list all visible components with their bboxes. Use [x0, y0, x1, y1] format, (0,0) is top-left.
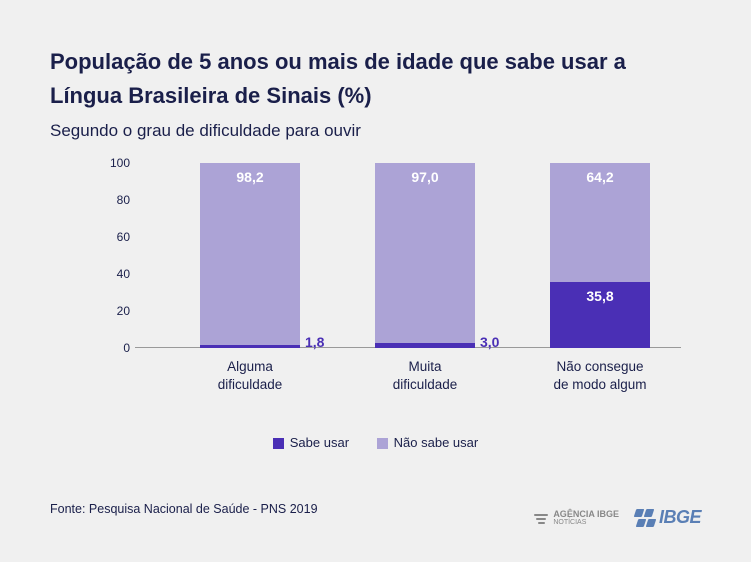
- y-axis: 020406080100: [90, 163, 130, 348]
- category-label: Algumadificuldade: [180, 358, 320, 394]
- category-label-line: Não consegue: [530, 358, 670, 376]
- legend: Sabe usar Não sabe usar: [50, 435, 701, 450]
- y-tick: 20: [90, 304, 130, 318]
- legend-swatch-nao-sabe: [377, 438, 388, 449]
- value-label-sabe: 35,8: [550, 288, 650, 304]
- value-label-nao-sabe: 97,0: [375, 169, 475, 185]
- category-label: Não conseguede modo algum: [530, 358, 670, 394]
- ibge-text: IBGE: [659, 507, 701, 528]
- agencia-ibge-logo: AGÊNCIA IBGE NOTÍCIAS: [533, 510, 619, 526]
- legend-swatch-sabe: [273, 438, 284, 449]
- chart-area: 020406080100 98,21,897,03,035,864,2 Algu…: [100, 163, 681, 423]
- agencia-line1: AGÊNCIA IBGE: [553, 510, 619, 519]
- y-tick: 0: [90, 341, 130, 355]
- y-tick: 100: [90, 156, 130, 170]
- bar-seg-sabe: 35,8: [550, 282, 650, 348]
- bar-seg-nao-sabe: 97,0: [375, 163, 475, 342]
- infographic-canvas: População de 5 anos ou mais de idade que…: [0, 0, 751, 562]
- agencia-ibge-icon: [533, 511, 549, 525]
- category-label-line: Alguma: [180, 358, 320, 376]
- legend-label-sabe: Sabe usar: [290, 435, 349, 450]
- value-label-sabe: 3,0: [480, 334, 499, 350]
- category-label-line: dificuldade: [355, 376, 495, 394]
- bar-seg-sabe: [200, 345, 300, 348]
- value-label-nao-sabe: 98,2: [200, 169, 300, 185]
- bar-seg-nao-sabe: 64,2: [550, 163, 650, 282]
- bar-seg-sabe: [375, 343, 475, 349]
- chart-title: População de 5 anos ou mais de idade que…: [50, 45, 701, 113]
- category-label-line: Muita: [355, 358, 495, 376]
- y-tick: 40: [90, 267, 130, 281]
- legend-label-nao-sabe: Não sabe usar: [394, 435, 479, 450]
- y-tick: 80: [90, 193, 130, 207]
- value-label-nao-sabe: 64,2: [550, 169, 650, 185]
- ibge-logo: IBGE: [635, 507, 701, 528]
- logos: AGÊNCIA IBGE NOTÍCIAS IBGE: [533, 507, 701, 528]
- bar-seg-nao-sabe: 98,2: [200, 163, 300, 345]
- legend-item-nao-sabe: Não sabe usar: [377, 435, 479, 450]
- category-label-line: de modo algum: [530, 376, 670, 394]
- source-text: Fonte: Pesquisa Nacional de Saúde - PNS …: [50, 502, 318, 516]
- agencia-line2: NOTÍCIAS: [553, 519, 619, 526]
- legend-item-sabe: Sabe usar: [273, 435, 349, 450]
- category-label-line: dificuldade: [180, 376, 320, 394]
- ibge-icon: [635, 509, 655, 527]
- chart-subtitle: Segundo o grau de dificuldade para ouvir: [50, 121, 701, 141]
- plot-area: 98,2 1,8 97,0 3,0 35,8 64,2: [135, 163, 681, 348]
- y-tick: 60: [90, 230, 130, 244]
- category-label: Muitadificuldade: [355, 358, 495, 394]
- value-label-sabe: 1,8: [305, 334, 324, 350]
